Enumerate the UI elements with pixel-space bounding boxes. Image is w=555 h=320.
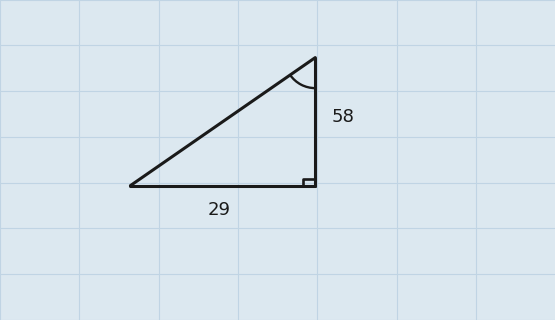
Text: 29: 29 bbox=[208, 201, 231, 219]
Text: 58: 58 bbox=[331, 108, 355, 126]
